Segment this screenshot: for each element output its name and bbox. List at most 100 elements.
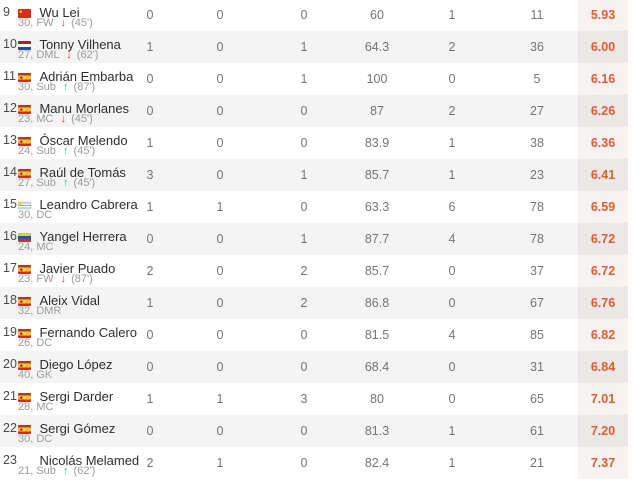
stat-col-4: 85.7 [364, 168, 390, 182]
player-rank: 20 [3, 357, 17, 371]
country-flag-icon [18, 425, 31, 434]
player-rank: 12 [3, 101, 17, 115]
player-name[interactable]: Leandro Cabrera [39, 197, 138, 212]
player-info: 23, MC ↓ (45') [18, 113, 93, 125]
player-rating: 6.72 [578, 223, 628, 255]
player-name[interactable]: Manu Morlanes [39, 101, 130, 116]
player-name[interactable]: Sergi Gómez [39, 421, 116, 436]
stat-col-5: 0 [448, 296, 456, 310]
player-info: 28, MC [18, 401, 53, 413]
table-row[interactable]: 23 Nicolás Melamed 21, Sub ↑ (62') 2 1 0… [0, 447, 628, 479]
player-info: 30, DC [18, 433, 52, 445]
stat-col-3: 1 [300, 232, 308, 246]
stat-col-5: 1 [448, 168, 456, 182]
stat-col-5: 0 [448, 392, 456, 406]
stat-col-6: 37 [530, 264, 544, 278]
stat-col-4: 81.5 [364, 328, 390, 342]
table-row[interactable]: 19 Fernando Calero 26, DC 0 0 0 81.5 4 8… [0, 319, 628, 351]
stat-col-4: 86.8 [364, 296, 390, 310]
stat-col-2: 0 [216, 40, 224, 54]
country-flag-icon [18, 201, 31, 210]
stat-col-4: 63.3 [364, 200, 390, 214]
player-rank: 10 [3, 37, 17, 51]
substitution-minute: (45') [71, 17, 93, 29]
table-row[interactable]: 10 Tonny Vilhena 27, DML ↓ (62') 1 0 1 6… [0, 31, 628, 63]
substitution-arrow-icon: ↓ [60, 17, 67, 29]
player-info: 40, GK [18, 369, 52, 381]
player-rating: 6.72 [578, 255, 628, 287]
stat-col-6: 31 [530, 360, 544, 374]
stat-col-6: 78 [530, 200, 544, 214]
table-row[interactable]: 9 Wu Lei 30, FW ↓ (45') 0 0 0 60 1 11 5.… [0, 0, 628, 31]
player-age-position: 23, MC [18, 113, 54, 125]
player-rank: 11 [3, 69, 16, 83]
player-rating: 6.59 [578, 191, 628, 223]
country-flag-icon [18, 73, 31, 82]
stat-col-1: 2 [146, 264, 154, 278]
table-row[interactable]: 22 Sergi Gómez 30, DC 0 0 0 81.3 1 61 7.… [0, 415, 628, 447]
player-name[interactable]: Diego López [39, 357, 113, 372]
player-info: 26, DC [18, 337, 52, 349]
player-identity: Javier Puado [18, 260, 115, 278]
stat-col-2: 1 [216, 200, 224, 214]
player-name[interactable]: Raúl de Tomás [39, 165, 126, 180]
player-age-position: 30, Sub [18, 81, 56, 93]
table-row[interactable]: 18 Aleix Vidal 32, DMR 1 0 2 86.8 0 67 6… [0, 287, 628, 319]
player-identity: Raúl de Tomás [18, 164, 126, 182]
player-name[interactable]: Yangel Herrera [39, 229, 127, 244]
country-flag-icon [18, 297, 31, 306]
stat-col-5: 1 [448, 424, 456, 438]
player-rank: 14 [3, 165, 17, 179]
player-info: 30, DC [18, 209, 52, 221]
player-age-position: 27, DML [18, 49, 60, 61]
player-name[interactable]: Javier Puado [39, 261, 116, 276]
stat-col-2: 0 [216, 136, 224, 150]
table-row[interactable]: 20 Diego López 40, GK 0 0 0 68.4 0 31 6.… [0, 351, 628, 383]
player-name[interactable]: Nicolás Melamed [39, 453, 140, 468]
stat-col-2: 0 [216, 296, 224, 310]
substitution-minute: (45') [73, 145, 96, 157]
player-name[interactable]: Adrián Embarba [39, 69, 134, 84]
stat-col-3: 0 [300, 424, 308, 438]
stat-col-6: 27 [530, 104, 544, 118]
stat-col-6: 23 [530, 168, 544, 182]
stat-col-1: 0 [146, 232, 154, 246]
stat-col-1: 0 [146, 328, 154, 342]
table-row[interactable]: 17 Javier Puado 23, FW ↓ (87') 2 0 2 85.… [0, 255, 628, 287]
player-rating: 6.41 [578, 159, 628, 191]
player-info: 23, FW ↓ (87') [18, 273, 93, 285]
stat-col-2: 0 [216, 360, 224, 374]
stat-col-6: 65 [530, 392, 544, 406]
table-row[interactable]: 13 Óscar Melendo 24, Sub ↑ (45') 1 0 0 8… [0, 127, 628, 159]
stat-col-4: 60 [370, 8, 384, 22]
player-rank: 21 [3, 389, 17, 403]
player-name[interactable]: Fernando Calero [39, 325, 138, 340]
country-flag-icon [18, 9, 31, 18]
table-row[interactable]: 16 Yangel Herrera 24, MC 0 0 1 87.7 4 78… [0, 223, 628, 255]
table-row[interactable]: 21 Sergi Darder 28, MC 1 1 3 80 0 65 7.0… [0, 383, 628, 415]
stat-col-1: 1 [146, 200, 154, 214]
player-age-position: 30, DC [18, 433, 53, 445]
table-row[interactable]: 15 Leandro Cabrera 30, DC 1 1 0 63.3 6 7… [0, 191, 628, 223]
substitution-minute: (87') [71, 273, 93, 285]
stat-col-2: 0 [216, 104, 224, 118]
table-row[interactable]: 11 Adrián Embarba 30, Sub ↑ (87') 0 0 1 … [0, 63, 628, 95]
stat-col-5: 1 [448, 8, 456, 22]
country-flag-icon [18, 329, 31, 338]
stat-col-5: 1 [448, 456, 456, 470]
player-age-position: 27, Sub [18, 177, 56, 189]
table-row[interactable]: 14 Raúl de Tomás 27, Sub ↑ (45') 3 0 1 8… [0, 159, 628, 191]
stat-col-2: 0 [216, 264, 224, 278]
stat-col-2: 0 [216, 72, 224, 86]
player-name[interactable]: Wu Lei [39, 5, 80, 20]
stat-col-6: 85 [530, 328, 544, 342]
player-name[interactable]: Tonny Vilhena [39, 37, 121, 52]
stat-col-3: 0 [300, 328, 308, 342]
table-row[interactable]: 12 Manu Morlanes 23, MC ↓ (45') 0 0 0 87… [0, 95, 628, 127]
player-name[interactable]: Aleix Vidal [39, 293, 100, 308]
player-name[interactable]: Sergi Darder [39, 389, 114, 404]
player-identity: Yangel Herrera [18, 228, 127, 246]
player-name[interactable]: Óscar Melendo [39, 133, 128, 148]
stat-col-1: 0 [146, 360, 154, 374]
player-identity: Wu Lei [18, 4, 80, 22]
